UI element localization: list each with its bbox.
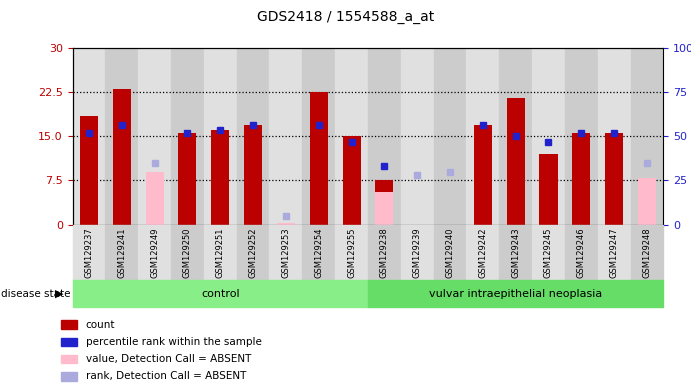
Bar (434, 225, 466, 280)
Bar (474, 124, 492, 225)
Bar (565, 225, 598, 280)
Text: GSM129251: GSM129251 (216, 227, 225, 278)
Bar (532, 48, 565, 225)
Text: GSM129242: GSM129242 (478, 227, 487, 278)
Bar (113, 89, 131, 225)
Bar (105, 48, 138, 225)
Bar (532, 225, 565, 280)
Text: count: count (86, 319, 115, 329)
Bar (236, 225, 269, 280)
Text: GSM129246: GSM129246 (577, 227, 586, 278)
Bar (178, 133, 196, 225)
Bar (277, 223, 295, 225)
Bar (146, 172, 164, 225)
Bar (631, 48, 663, 225)
Bar (310, 92, 328, 225)
Text: GSM129245: GSM129245 (544, 227, 553, 278)
Bar (138, 225, 171, 280)
Bar (73, 48, 105, 225)
Bar (401, 225, 434, 280)
Bar (269, 48, 302, 225)
Bar (507, 98, 524, 225)
Text: GDS2418 / 1554588_a_at: GDS2418 / 1554588_a_at (257, 10, 434, 23)
Bar (171, 225, 204, 280)
Bar (61, 355, 77, 363)
Text: GSM129252: GSM129252 (249, 227, 258, 278)
Bar (236, 48, 269, 225)
Bar (466, 225, 499, 280)
Bar (80, 116, 98, 225)
Text: GSM129238: GSM129238 (380, 227, 389, 278)
Bar (335, 48, 368, 225)
Bar (499, 225, 532, 280)
Bar (598, 48, 631, 225)
Text: GSM129253: GSM129253 (281, 227, 290, 278)
Bar (61, 372, 77, 381)
Bar (105, 225, 138, 280)
Bar (631, 225, 663, 280)
Bar (277, 223, 295, 225)
Text: GSM129239: GSM129239 (413, 227, 422, 278)
Text: GSM129249: GSM129249 (150, 227, 159, 278)
Bar (540, 154, 558, 225)
Bar (368, 48, 401, 225)
Bar (204, 225, 236, 280)
Bar (73, 225, 105, 280)
Text: GSM129237: GSM129237 (84, 227, 93, 278)
Text: GSM129250: GSM129250 (183, 227, 192, 278)
Bar (73, 280, 368, 307)
Bar (638, 177, 656, 225)
Text: control: control (201, 289, 240, 299)
Bar (138, 48, 171, 225)
Text: value, Detection Call = ABSENT: value, Detection Call = ABSENT (86, 354, 251, 364)
Bar (434, 48, 466, 225)
Text: ▶: ▶ (55, 289, 64, 299)
Bar (565, 48, 598, 225)
Text: GSM129255: GSM129255 (347, 227, 356, 278)
Bar (302, 225, 335, 280)
Text: GSM129240: GSM129240 (446, 227, 455, 278)
Bar (335, 225, 368, 280)
Bar (375, 180, 393, 225)
Bar (598, 225, 631, 280)
Bar (343, 136, 361, 225)
Bar (61, 320, 77, 329)
Text: GSM129241: GSM129241 (117, 227, 126, 278)
Bar (401, 48, 434, 225)
Bar (171, 48, 204, 225)
Text: GSM129243: GSM129243 (511, 227, 520, 278)
Text: rank, Detection Call = ABSENT: rank, Detection Call = ABSENT (86, 371, 246, 381)
Bar (605, 133, 623, 225)
Text: disease state: disease state (1, 289, 71, 299)
Bar (61, 338, 77, 346)
Bar (375, 192, 393, 225)
Bar (499, 48, 532, 225)
Text: percentile rank within the sample: percentile rank within the sample (86, 337, 262, 347)
Bar (204, 48, 236, 225)
Bar (244, 124, 262, 225)
Bar (466, 48, 499, 225)
Text: GSM129254: GSM129254 (314, 227, 323, 278)
Bar (211, 131, 229, 225)
Bar (368, 280, 663, 307)
Bar (572, 133, 590, 225)
Bar (269, 225, 302, 280)
Text: GSM129247: GSM129247 (609, 227, 618, 278)
Text: vulvar intraepithelial neoplasia: vulvar intraepithelial neoplasia (429, 289, 603, 299)
Bar (368, 225, 401, 280)
Text: GSM129248: GSM129248 (643, 227, 652, 278)
Bar (302, 48, 335, 225)
